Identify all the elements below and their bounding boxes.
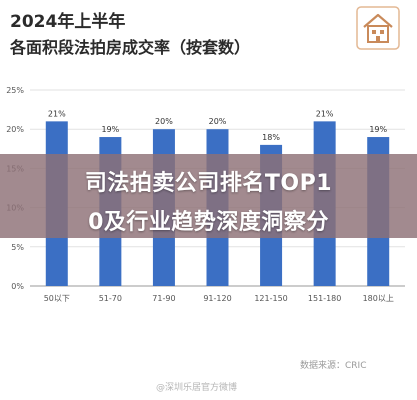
- watermark-text: @深圳乐居官方微博: [156, 383, 238, 393]
- x-tick-label: 91-120: [203, 294, 231, 303]
- x-tick-label: 151-180: [308, 294, 341, 303]
- bar-value-label: 20%: [155, 117, 173, 126]
- y-tick-label: 0%: [11, 282, 24, 291]
- y-tick-label: 5%: [11, 243, 24, 252]
- house-logo-icon: [356, 6, 400, 50]
- data-source-note: 数据来源：CRIC: [300, 361, 367, 371]
- y-tick-label: 20%: [6, 125, 24, 134]
- banner-text-line2: 0及行业趋势深度洞察分: [88, 210, 329, 235]
- x-tick-label: 50以下: [44, 294, 70, 303]
- x-tick-label: 121-150: [254, 294, 287, 303]
- y-tick-label: 25%: [6, 86, 24, 95]
- chart-title-line1: 2024年上半年: [10, 12, 126, 32]
- x-tick-label: 180以上: [363, 294, 394, 303]
- bar-value-label: 21%: [48, 109, 66, 118]
- bar-value-label: 19%: [101, 125, 119, 134]
- chart-title-line2: 各面积段法拍房成交率（按套数）: [10, 38, 251, 57]
- bar-value-label: 19%: [369, 125, 387, 134]
- overlay-banner: [0, 154, 417, 238]
- x-tick-label: 51-70: [99, 294, 122, 303]
- banner-text-line1: 司法拍卖公司排名TOP1: [84, 171, 333, 196]
- bar-value-label: 18%: [262, 133, 280, 142]
- x-tick-label: 71-90: [152, 294, 175, 303]
- bar-value-label: 20%: [209, 117, 227, 126]
- bar-value-label: 21%: [316, 109, 334, 118]
